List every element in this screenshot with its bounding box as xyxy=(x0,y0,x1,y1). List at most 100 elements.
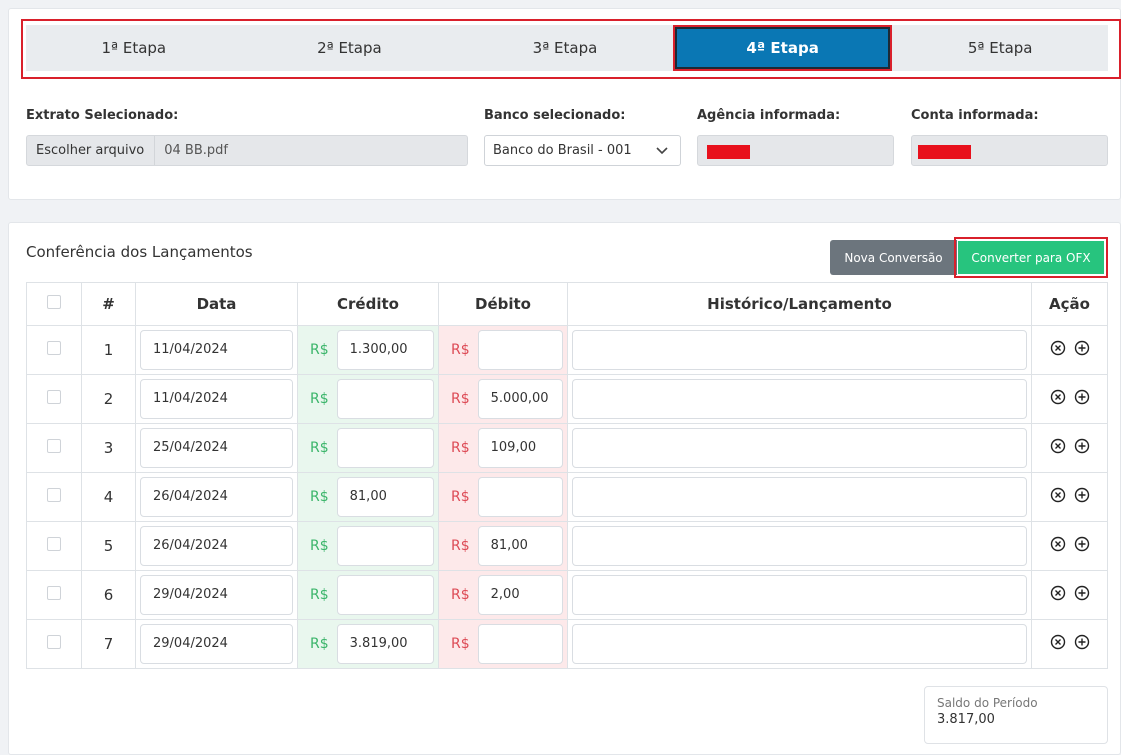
history-cell xyxy=(567,521,1032,571)
col-acao: Ação xyxy=(1031,282,1108,326)
table-header-row: # Data Crédito Débito Histórico/Lançamen… xyxy=(26,282,1108,326)
credit-input[interactable] xyxy=(336,428,434,468)
tab-step-2[interactable]: 2ª Etapa xyxy=(317,39,382,57)
date-input[interactable]: 26/04/2024 xyxy=(140,477,293,517)
history-input[interactable] xyxy=(572,526,1027,566)
date-input[interactable]: 11/04/2024 xyxy=(140,330,293,370)
tab-step-4[interactable]: 4ª Etapa xyxy=(672,25,893,71)
credit-input[interactable] xyxy=(336,575,434,615)
tab-step-1[interactable]: 1ª Etapa xyxy=(101,39,167,57)
history-cell xyxy=(567,325,1032,375)
credit-input[interactable]: 81,00 xyxy=(336,477,434,517)
remove-icon[interactable] xyxy=(1050,634,1066,650)
row-checkbox[interactable] xyxy=(47,488,61,502)
col-debito: Débito xyxy=(438,282,568,326)
currency-label: R$ xyxy=(310,391,329,407)
debit-input[interactable] xyxy=(477,330,563,370)
col-credito: Crédito xyxy=(297,282,439,326)
tab-step-3[interactable]: 3ª Etapa xyxy=(532,39,598,57)
credit-cell: R$ xyxy=(297,570,439,620)
remove-icon[interactable] xyxy=(1050,340,1066,356)
select-all-checkbox[interactable] xyxy=(47,295,61,309)
date-input[interactable]: 26/04/2024 xyxy=(140,526,293,566)
row-date-cell: 29/04/2024 xyxy=(135,570,298,620)
conferencia-card: Conferência dos Lançamentos Nova Convers… xyxy=(8,222,1121,755)
remove-icon[interactable] xyxy=(1050,487,1066,503)
debit-input[interactable] xyxy=(477,477,563,517)
add-icon[interactable] xyxy=(1074,487,1090,503)
tab-step-5[interactable]: 5ª Etapa xyxy=(967,39,1033,57)
bank-select[interactable]: Banco do Brasil - 001 xyxy=(484,135,681,166)
add-icon[interactable] xyxy=(1074,634,1090,650)
steps-highlight-frame xyxy=(21,19,1121,79)
credit-input[interactable] xyxy=(336,526,434,566)
history-cell xyxy=(567,374,1032,424)
file-input[interactable]: Escolher arquivo 04 BB.pdf xyxy=(26,135,468,166)
history-input[interactable] xyxy=(572,624,1027,664)
date-input[interactable]: 29/04/2024 xyxy=(140,575,293,615)
history-input[interactable] xyxy=(572,330,1027,370)
row-select-cell xyxy=(26,472,82,522)
debit-input[interactable] xyxy=(477,624,563,664)
currency-label: R$ xyxy=(310,587,329,603)
date-input[interactable]: 25/04/2024 xyxy=(140,428,293,468)
history-cell xyxy=(567,619,1032,669)
row-date-cell: 26/04/2024 xyxy=(135,521,298,571)
remove-icon[interactable] xyxy=(1050,585,1066,601)
redacted-block xyxy=(707,145,750,159)
row-checkbox[interactable] xyxy=(47,439,61,453)
section-title: Conferência dos Lançamentos xyxy=(26,243,253,261)
remove-icon[interactable] xyxy=(1050,389,1066,405)
action-cell xyxy=(1031,619,1108,669)
history-input[interactable] xyxy=(572,428,1027,468)
row-checkbox[interactable] xyxy=(47,635,61,649)
row-date-cell: 26/04/2024 xyxy=(135,472,298,522)
action-cell xyxy=(1031,472,1108,522)
credit-input[interactable]: 3.819,00 xyxy=(336,624,434,664)
choose-file-button[interactable]: Escolher arquivo xyxy=(27,136,156,165)
add-icon[interactable] xyxy=(1074,585,1090,601)
row-checkbox[interactable] xyxy=(47,586,61,600)
row-checkbox[interactable] xyxy=(47,537,61,551)
row-number: 1 xyxy=(103,341,114,359)
currency-label: R$ xyxy=(451,538,470,554)
add-icon[interactable] xyxy=(1074,438,1090,454)
currency-label: R$ xyxy=(310,489,329,505)
converter-ofx-button[interactable]: Converter para OFX xyxy=(958,241,1104,274)
convert-highlight-frame: Converter para OFX xyxy=(954,237,1108,278)
add-icon[interactable] xyxy=(1074,340,1090,356)
currency-label: R$ xyxy=(310,342,329,358)
credit-input[interactable] xyxy=(336,379,434,419)
debit-input[interactable]: 5.000,00 xyxy=(477,379,563,419)
select-all-cell xyxy=(26,282,82,326)
saldo-box: Saldo do Período 3.817,00 xyxy=(924,686,1108,744)
saldo-label: Saldo do Período xyxy=(937,696,1038,710)
row-checkbox[interactable] xyxy=(47,390,61,404)
currency-label: R$ xyxy=(451,440,470,456)
remove-icon[interactable] xyxy=(1050,438,1066,454)
currency-label: R$ xyxy=(451,391,470,407)
history-input[interactable] xyxy=(572,477,1027,517)
row-select-cell xyxy=(26,423,82,473)
upload-card: 1ª Etapa 2ª Etapa 3ª Etapa 4ª Etapa 5ª E… xyxy=(8,8,1121,200)
add-icon[interactable] xyxy=(1074,536,1090,552)
history-input[interactable] xyxy=(572,379,1027,419)
credit-cell: R$ xyxy=(297,521,439,571)
debit-input[interactable]: 109,00 xyxy=(477,428,563,468)
debit-input[interactable]: 2,00 xyxy=(477,575,563,615)
add-icon[interactable] xyxy=(1074,389,1090,405)
conta-field xyxy=(911,135,1108,166)
credit-cell: R$ 1.300,00 xyxy=(297,325,439,375)
remove-icon[interactable] xyxy=(1050,536,1066,552)
credit-input[interactable]: 1.300,00 xyxy=(336,330,434,370)
debit-cell: R$ 2,00 xyxy=(438,570,568,620)
row-num-cell: 5 xyxy=(81,521,136,571)
nova-conversao-button[interactable]: Nova Conversão xyxy=(830,240,957,275)
history-input[interactable] xyxy=(572,575,1027,615)
currency-label: R$ xyxy=(451,587,470,603)
debit-input[interactable]: 81,00 xyxy=(477,526,563,566)
row-checkbox[interactable] xyxy=(47,341,61,355)
date-input[interactable]: 11/04/2024 xyxy=(140,379,293,419)
date-input[interactable]: 29/04/2024 xyxy=(140,624,293,664)
action-cell xyxy=(1031,521,1108,571)
